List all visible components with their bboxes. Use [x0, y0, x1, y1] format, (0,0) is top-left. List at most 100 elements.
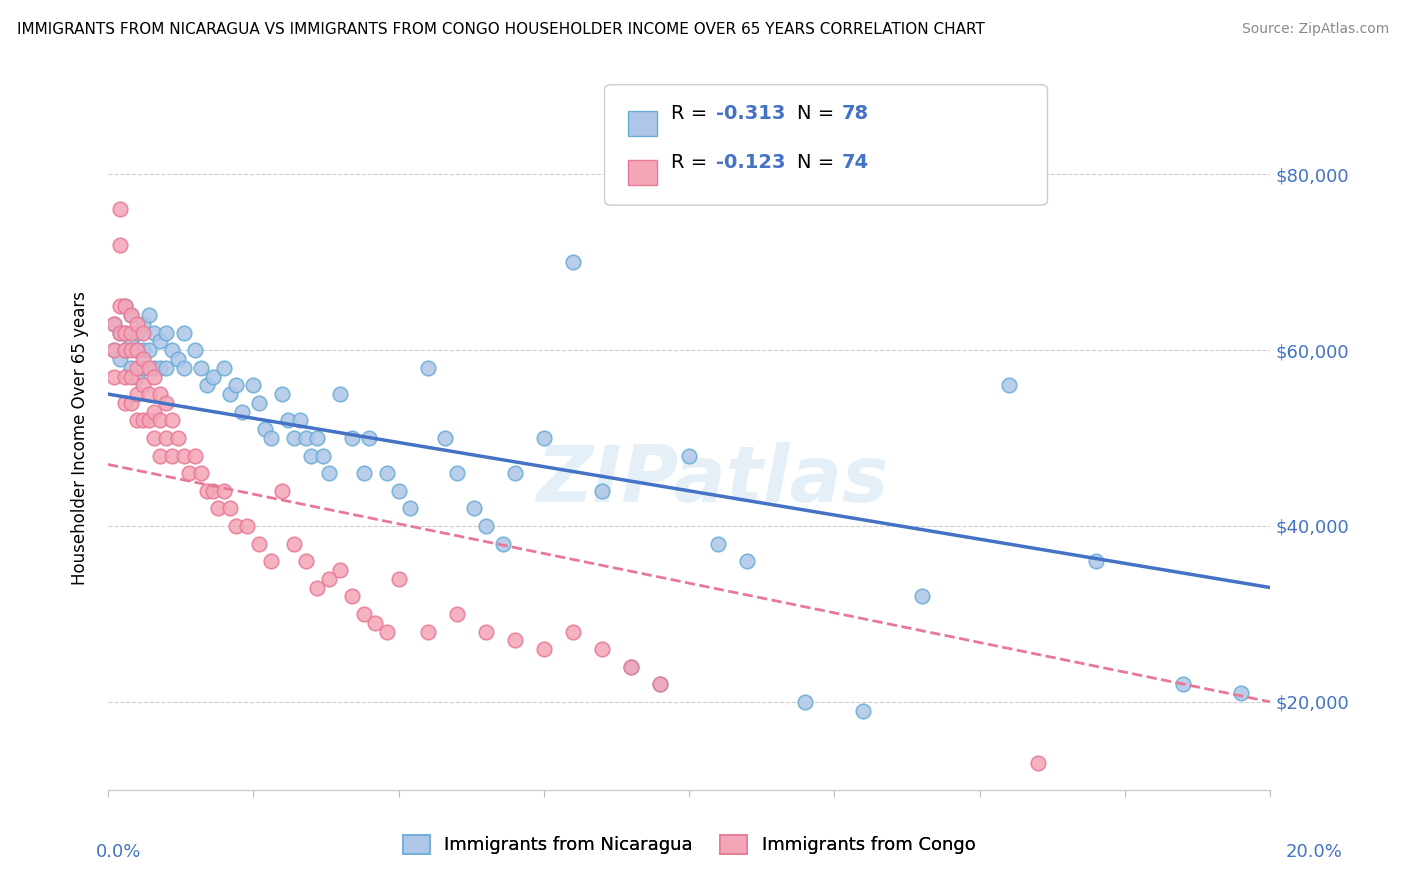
Point — [247, 536, 270, 550]
Text: ZIPatlas: ZIPatlas — [536, 442, 889, 518]
Point — [474, 519, 496, 533]
Point — [277, 413, 299, 427]
Point — [125, 413, 148, 427]
Legend: Immigrants from Nicaragua, Immigrants from Congo: Immigrants from Nicaragua, Immigrants fr… — [395, 828, 983, 862]
Point — [138, 413, 160, 427]
Point — [794, 695, 817, 709]
Point — [125, 343, 148, 358]
Point — [225, 378, 247, 392]
Point — [591, 483, 613, 498]
Point — [149, 449, 172, 463]
Point — [132, 378, 155, 392]
Point — [231, 405, 253, 419]
Point — [416, 624, 439, 639]
Point — [247, 396, 270, 410]
Text: 74: 74 — [842, 153, 869, 172]
Point — [160, 449, 183, 463]
Point — [735, 554, 758, 568]
Point — [125, 343, 148, 358]
Point — [143, 326, 166, 340]
Point — [132, 317, 155, 331]
Point — [120, 308, 142, 322]
Point — [114, 369, 136, 384]
Point — [271, 387, 294, 401]
Point — [446, 607, 468, 621]
Point — [260, 431, 283, 445]
Point — [138, 343, 160, 358]
Point — [155, 396, 177, 410]
Text: 20.0%: 20.0% — [1286, 843, 1343, 861]
Point — [120, 396, 142, 410]
Point — [120, 369, 142, 384]
Point — [149, 387, 172, 401]
Point — [492, 536, 515, 550]
Point — [132, 351, 155, 366]
Point — [195, 483, 218, 498]
Point — [463, 501, 485, 516]
Point — [184, 449, 207, 463]
Point — [160, 343, 183, 358]
Point — [318, 467, 340, 481]
Point — [1026, 756, 1049, 771]
Point — [155, 431, 177, 445]
Point — [132, 413, 155, 427]
Point — [434, 431, 457, 445]
Point — [242, 378, 264, 392]
Point — [591, 642, 613, 657]
Point — [114, 343, 136, 358]
Point — [190, 360, 212, 375]
Point — [108, 326, 131, 340]
Point — [353, 607, 375, 621]
Point — [375, 624, 398, 639]
Text: IMMIGRANTS FROM NICARAGUA VS IMMIGRANTS FROM CONGO HOUSEHOLDER INCOME OVER 65 YE: IMMIGRANTS FROM NICARAGUA VS IMMIGRANTS … — [17, 22, 984, 37]
Point — [329, 563, 352, 577]
Point — [166, 431, 188, 445]
Point — [120, 360, 142, 375]
Point — [910, 590, 932, 604]
Point — [1171, 677, 1194, 691]
Point — [132, 326, 155, 340]
Point — [108, 299, 131, 313]
Point — [648, 677, 671, 691]
Point — [173, 360, 195, 375]
Text: 78: 78 — [842, 104, 869, 123]
Point — [120, 308, 142, 322]
Point — [103, 317, 125, 331]
Point — [446, 467, 468, 481]
Point — [219, 501, 242, 516]
Point — [1084, 554, 1107, 568]
Point — [212, 483, 235, 498]
Point — [125, 360, 148, 375]
Point — [155, 360, 177, 375]
Point — [561, 624, 583, 639]
Point — [533, 642, 555, 657]
Point — [416, 360, 439, 375]
Point — [114, 326, 136, 340]
Point — [125, 326, 148, 340]
Point — [166, 351, 188, 366]
Point — [299, 449, 322, 463]
Point — [103, 343, 125, 358]
Point — [375, 467, 398, 481]
Point — [312, 449, 335, 463]
Text: 0.0%: 0.0% — [96, 843, 141, 861]
Point — [125, 387, 148, 401]
Point — [195, 378, 218, 392]
Point — [103, 369, 125, 384]
Point — [149, 334, 172, 349]
Point — [103, 343, 125, 358]
Point — [114, 299, 136, 313]
Point — [648, 677, 671, 691]
Text: R =: R = — [671, 153, 713, 172]
Point — [207, 501, 229, 516]
Point — [201, 483, 224, 498]
Point — [143, 405, 166, 419]
Text: N =: N = — [797, 104, 841, 123]
Point — [132, 360, 155, 375]
Point — [108, 351, 131, 366]
Point — [114, 299, 136, 313]
Point — [190, 467, 212, 481]
Point — [503, 467, 526, 481]
Point — [620, 659, 643, 673]
Point — [212, 360, 235, 375]
